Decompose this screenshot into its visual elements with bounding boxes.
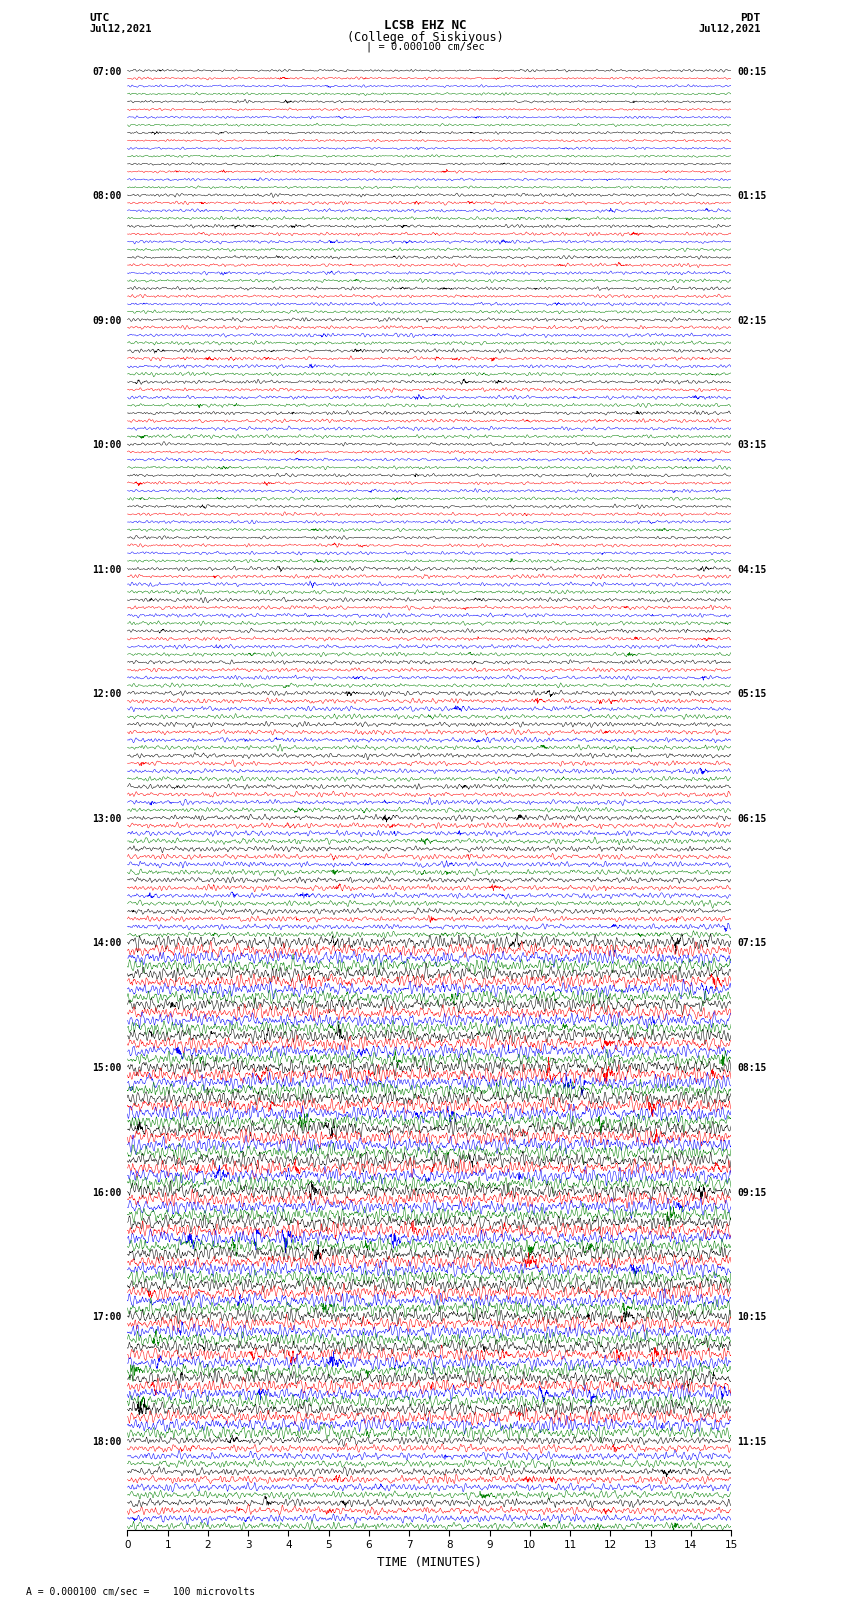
Text: 10:15: 10:15	[737, 1311, 767, 1323]
Text: 14:00: 14:00	[92, 939, 122, 948]
Text: 07:00: 07:00	[92, 66, 122, 76]
Text: 00:15: 00:15	[737, 66, 767, 76]
Text: 07:15: 07:15	[737, 939, 767, 948]
Text: 04:15: 04:15	[737, 565, 767, 574]
Text: | = 0.000100 cm/sec: | = 0.000100 cm/sec	[366, 42, 484, 53]
Text: 02:15: 02:15	[737, 316, 767, 326]
Text: 08:00: 08:00	[92, 192, 122, 202]
Text: 10:00: 10:00	[92, 440, 122, 450]
Text: 17:00: 17:00	[92, 1311, 122, 1323]
Text: 06:15: 06:15	[737, 815, 767, 824]
Text: 08:15: 08:15	[737, 1063, 767, 1073]
Text: UTC: UTC	[89, 13, 110, 23]
Text: A = 0.000100 cm/sec =    100 microvolts: A = 0.000100 cm/sec = 100 microvolts	[26, 1587, 255, 1597]
Text: 03:15: 03:15	[737, 440, 767, 450]
Text: (College of Siskiyous): (College of Siskiyous)	[347, 31, 503, 44]
Text: 01:15: 01:15	[737, 192, 767, 202]
X-axis label: TIME (MINUTES): TIME (MINUTES)	[377, 1557, 482, 1569]
Text: Jul12,2021: Jul12,2021	[698, 24, 761, 34]
Text: LCSB EHZ NC: LCSB EHZ NC	[383, 19, 467, 32]
Text: 12:00: 12:00	[92, 689, 122, 700]
Text: 11:00: 11:00	[92, 565, 122, 574]
Text: 16:00: 16:00	[92, 1187, 122, 1197]
Text: 09:15: 09:15	[737, 1187, 767, 1197]
Text: 15:00: 15:00	[92, 1063, 122, 1073]
Text: 09:00: 09:00	[92, 316, 122, 326]
Text: PDT: PDT	[740, 13, 761, 23]
Text: 18:00: 18:00	[92, 1437, 122, 1447]
Text: Jul12,2021: Jul12,2021	[89, 24, 152, 34]
Text: 13:00: 13:00	[92, 815, 122, 824]
Text: 05:15: 05:15	[737, 689, 767, 700]
Text: 11:15: 11:15	[737, 1437, 767, 1447]
